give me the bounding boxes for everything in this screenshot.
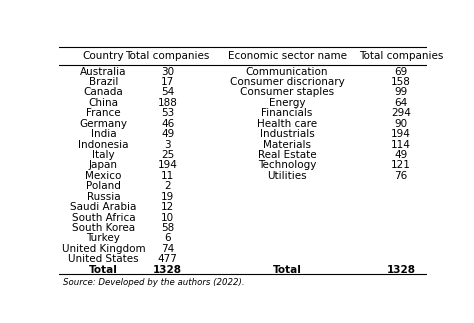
Text: Energy: Energy — [269, 98, 305, 108]
Text: 58: 58 — [161, 223, 174, 233]
Text: Economic sector name: Economic sector name — [228, 51, 346, 61]
Text: South Africa: South Africa — [72, 213, 135, 223]
Text: Indonesia: Indonesia — [78, 140, 128, 150]
Text: 90: 90 — [394, 119, 408, 129]
Text: Financials: Financials — [261, 108, 313, 118]
Text: 49: 49 — [394, 150, 408, 160]
Text: 53: 53 — [161, 108, 174, 118]
Text: 6: 6 — [164, 233, 171, 243]
Text: Australia: Australia — [80, 67, 127, 77]
Text: 294: 294 — [391, 108, 411, 118]
Text: Saudi Arabia: Saudi Arabia — [70, 202, 137, 212]
Text: Total: Total — [273, 265, 301, 275]
Text: Utilities: Utilities — [267, 171, 307, 181]
Text: 477: 477 — [158, 254, 178, 264]
Text: 17: 17 — [161, 77, 174, 87]
Text: 121: 121 — [391, 161, 411, 171]
Text: Total: Total — [89, 265, 118, 275]
Text: Germany: Germany — [79, 119, 128, 129]
Text: Real Estate: Real Estate — [258, 150, 316, 160]
Text: 2: 2 — [164, 181, 171, 191]
Text: Mexico: Mexico — [85, 171, 121, 181]
Text: 64: 64 — [394, 98, 408, 108]
Text: Russia: Russia — [87, 192, 120, 202]
Text: Japan: Japan — [89, 161, 118, 171]
Text: 69: 69 — [394, 67, 408, 77]
Text: India: India — [91, 129, 116, 139]
Text: 188: 188 — [158, 98, 178, 108]
Text: Consumer staples: Consumer staples — [240, 88, 334, 98]
Text: Total companies: Total companies — [359, 51, 443, 61]
Text: Poland: Poland — [86, 181, 121, 191]
Text: United States: United States — [68, 254, 138, 264]
Text: Country: Country — [82, 51, 124, 61]
Text: Materials: Materials — [263, 140, 311, 150]
Text: United Kingdom: United Kingdom — [62, 244, 145, 254]
Text: 114: 114 — [391, 140, 411, 150]
Text: South Korea: South Korea — [72, 223, 135, 233]
Text: Turkey: Turkey — [86, 233, 120, 243]
Text: Italy: Italy — [92, 150, 115, 160]
Text: 25: 25 — [161, 150, 174, 160]
Text: Consumer discrionary: Consumer discrionary — [229, 77, 345, 87]
Text: Canada: Canada — [83, 88, 123, 98]
Text: China: China — [88, 98, 118, 108]
Text: 1328: 1328 — [153, 265, 182, 275]
Text: 99: 99 — [394, 88, 408, 98]
Text: 3: 3 — [164, 140, 171, 150]
Text: 158: 158 — [391, 77, 411, 87]
Text: 54: 54 — [161, 88, 174, 98]
Text: 12: 12 — [161, 202, 174, 212]
Text: France: France — [86, 108, 121, 118]
Text: 30: 30 — [161, 67, 174, 77]
Text: 194: 194 — [391, 129, 411, 139]
Text: Source: Developed by the authors (2022).: Source: Developed by the authors (2022). — [63, 277, 245, 287]
Text: 74: 74 — [161, 244, 174, 254]
Text: 1328: 1328 — [386, 265, 415, 275]
Text: 11: 11 — [161, 171, 174, 181]
Text: Technology: Technology — [258, 161, 316, 171]
Text: Health care: Health care — [257, 119, 317, 129]
Text: Brazil: Brazil — [89, 77, 118, 87]
Text: 76: 76 — [394, 171, 408, 181]
Text: 10: 10 — [161, 213, 174, 223]
Text: 49: 49 — [161, 129, 174, 139]
Text: Total companies: Total companies — [126, 51, 210, 61]
Text: 194: 194 — [158, 161, 178, 171]
Text: 46: 46 — [161, 119, 174, 129]
Text: 19: 19 — [161, 192, 174, 202]
Text: Communication: Communication — [246, 67, 328, 77]
Text: Industrials: Industrials — [260, 129, 314, 139]
